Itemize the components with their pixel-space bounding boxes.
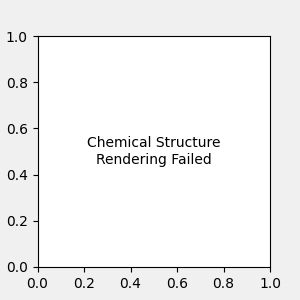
Text: Chemical Structure
Rendering Failed: Chemical Structure Rendering Failed: [87, 136, 220, 166]
